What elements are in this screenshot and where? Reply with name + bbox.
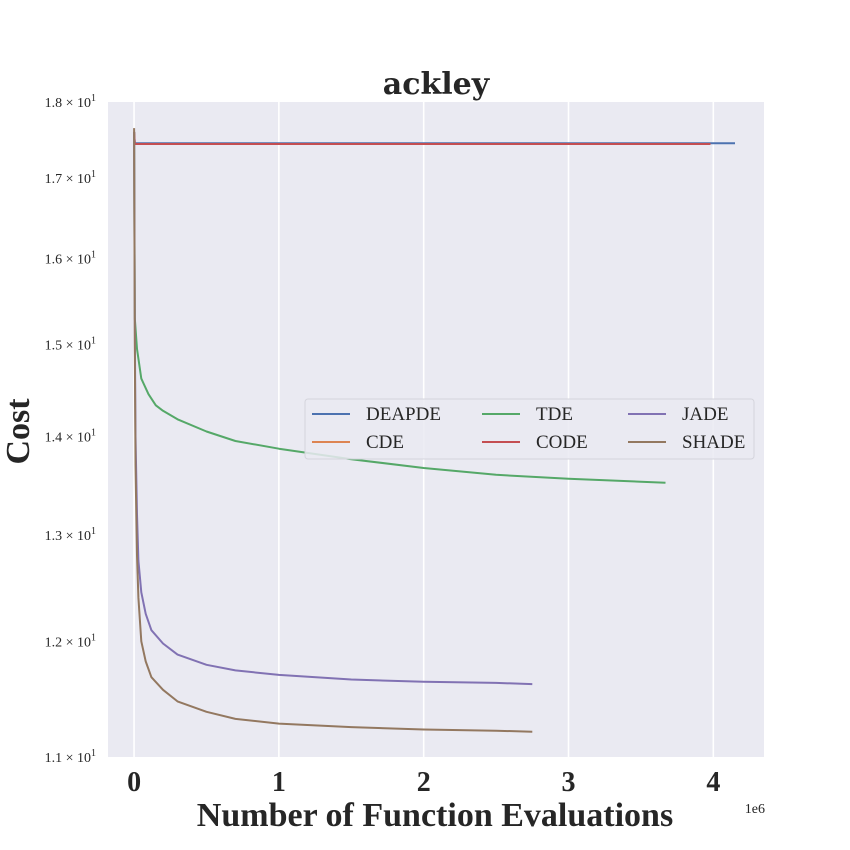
y-tick-exponent: 1 <box>91 748 96 759</box>
y-tick-label: 1.7 × 101 <box>45 169 96 187</box>
x-offset-label: 1e6 <box>745 802 765 817</box>
y-tick-mantissa: 1.6 <box>45 253 63 268</box>
x-tick-label: 0 <box>127 767 141 798</box>
y-tick-mantissa: 1.8 <box>45 96 63 111</box>
y-tick-label: 1.6 × 101 <box>45 250 96 268</box>
y-tick-base: 10 <box>77 253 91 268</box>
y-tick-base: 10 <box>77 430 91 445</box>
legend-item-cde: CDE <box>312 432 404 453</box>
y-tick-base: 10 <box>77 635 91 650</box>
y-tick-label: 1.3 × 101 <box>45 526 96 544</box>
x-tick-label: 1 <box>272 767 286 798</box>
y-tick-base: 10 <box>77 96 91 111</box>
y-tick-exponent: 1 <box>91 427 96 438</box>
y-tick-base: 10 <box>77 172 91 187</box>
legend-label: JADE <box>682 404 728 425</box>
legend-item-tde: TDE <box>482 404 573 425</box>
x-tick-label: 3 <box>562 767 576 798</box>
y-tick-mantissa: 1.4 <box>45 430 63 445</box>
legend-item-deapde: DEAPDE <box>312 404 441 425</box>
legend-label: TDE <box>536 404 573 425</box>
legend-item-shade: SHADE <box>628 432 745 453</box>
series-layer <box>133 128 735 733</box>
y-tick-label: 1.4 × 101 <box>45 427 96 445</box>
legend: DEAPDE CDE TDE CODE JADE SHADE <box>304 398 755 460</box>
y-tick-exponent: 1 <box>91 250 96 261</box>
y-tick-mantissa: 1.7 <box>45 172 63 187</box>
x-tick-label: 2 <box>417 767 431 798</box>
y-tick-label: 1.1 × 101 <box>45 748 96 766</box>
y-tick-mantissa: 1.3 <box>45 529 63 544</box>
x-axis-label: Number of Function Evaluations <box>197 797 673 834</box>
y-tick-exponent: 1 <box>91 335 96 346</box>
y-tick-exponent: 1 <box>91 526 96 537</box>
legend-label: CDE <box>366 432 404 453</box>
y-tick-base: 10 <box>77 338 91 353</box>
y-tick-label: 1.8 × 101 <box>45 93 96 111</box>
y-tick-exponent: 1 <box>91 169 96 180</box>
series-line-shade <box>133 128 533 733</box>
legend-item-jade: JADE <box>628 404 728 425</box>
y-axis-label: Cost <box>0 398 37 465</box>
y-tick-exponent: 1 <box>91 632 96 643</box>
legend-item-code: CODE <box>482 432 588 453</box>
legend-label: DEAPDE <box>366 404 441 425</box>
y-tick-mantissa: 1.1 <box>45 751 63 766</box>
y-tick-mantissa: 1.2 <box>45 635 63 650</box>
legend-label: CODE <box>536 432 588 453</box>
y-tick-base: 10 <box>77 529 91 544</box>
x-tick-label: 4 <box>706 767 720 798</box>
y-tick-label: 1.2 × 101 <box>45 632 96 650</box>
chart-title: ackley <box>383 67 491 102</box>
y-tick-label: 1.5 × 101 <box>45 335 96 353</box>
y-tick-exponent: 1 <box>91 93 96 104</box>
y-tick-base: 10 <box>77 751 91 766</box>
series-line-tde <box>133 131 666 484</box>
y-tick-mantissa: 1.5 <box>45 338 63 353</box>
y-tick-labels: 1.1 × 101 1.2 × 101 1.3 × 101 1.4 × 101 1.5 … <box>45 93 96 766</box>
x-tick-labels: 0 1 2 3 4 <box>127 767 720 798</box>
legend-label: SHADE <box>682 432 745 453</box>
